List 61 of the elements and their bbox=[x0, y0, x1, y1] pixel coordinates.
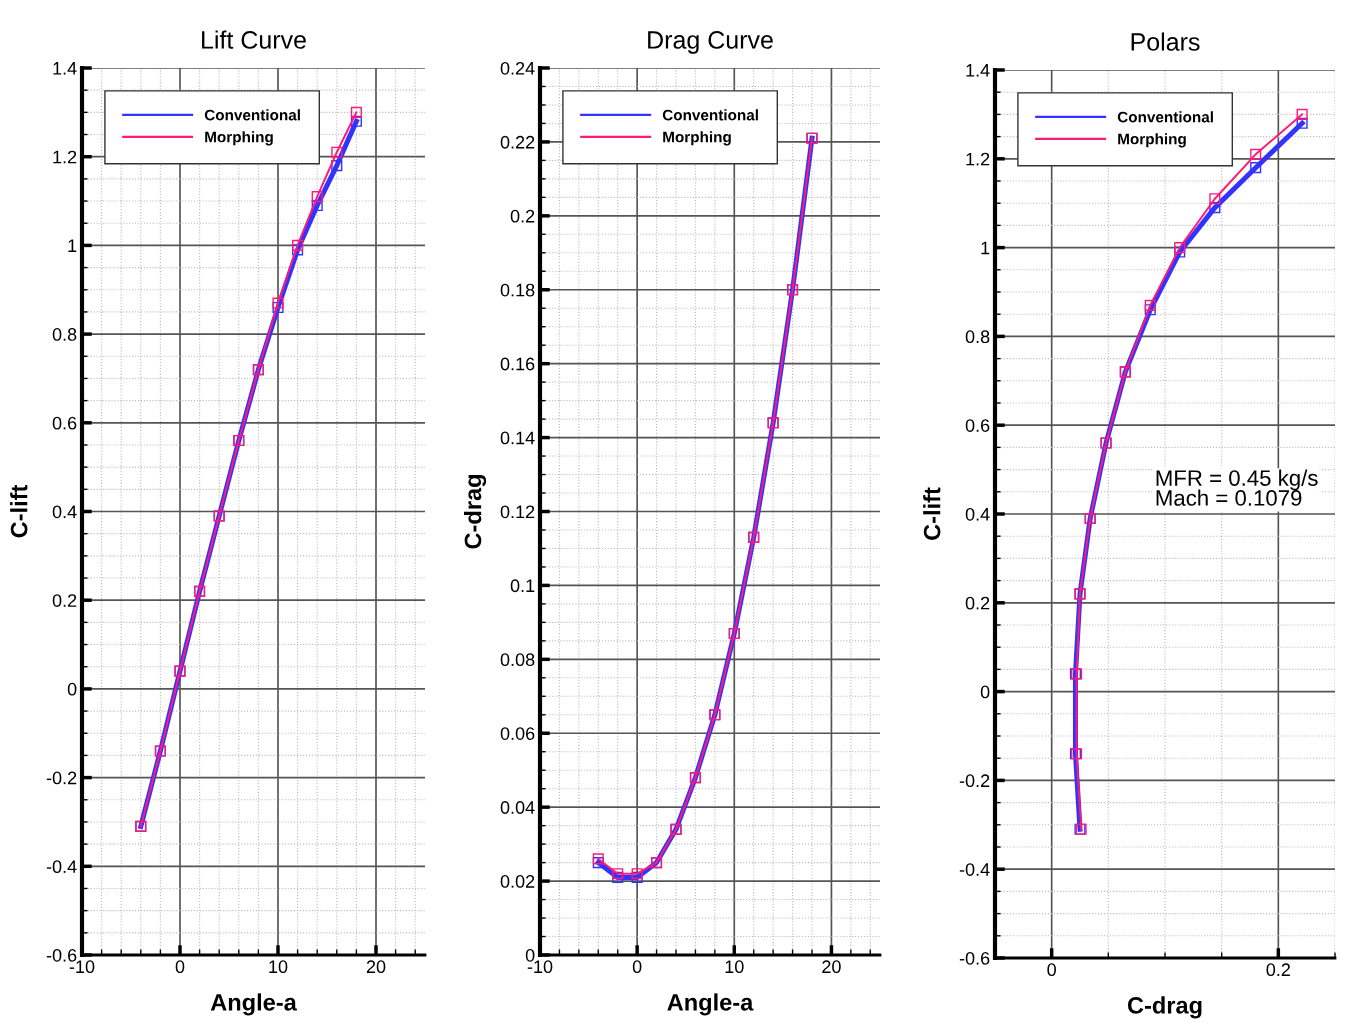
y-tick-label: 0.06 bbox=[500, 727, 535, 740]
x-tick-label: 10 bbox=[269, 960, 288, 974]
y-tick-label: 0.8 bbox=[965, 330, 990, 344]
y-tick-label: 0.2 bbox=[965, 596, 990, 610]
y-tick-label: -0.4 bbox=[46, 860, 77, 874]
x-tick-label: 0 bbox=[1047, 963, 1056, 977]
y-tick-label: 0.14 bbox=[500, 431, 535, 445]
y-tick-label: 0.04 bbox=[500, 801, 535, 814]
y-tick-label: 1 bbox=[981, 241, 990, 255]
x-tick-label: 20 bbox=[822, 960, 841, 974]
y-tick-label: 0.18 bbox=[500, 283, 535, 297]
y-tick-label: 0.02 bbox=[500, 875, 535, 888]
y-tick-label: 0.12 bbox=[500, 505, 535, 519]
y-tick-label: 0.6 bbox=[52, 416, 77, 430]
y-tick-label: 0.6 bbox=[965, 419, 990, 432]
y-tick-label: 0 bbox=[525, 948, 535, 962]
y-tick-label: 0.4 bbox=[52, 505, 77, 519]
y-tick-label: 0.08 bbox=[500, 653, 535, 667]
y-tick-label: 0 bbox=[67, 682, 77, 696]
legend-label: Conventional bbox=[204, 109, 300, 121]
x-tick-label: 0 bbox=[175, 960, 185, 974]
x-tick-label: 0 bbox=[632, 960, 642, 974]
annotation: MFR = 0.45 kg/s Mach = 0.1079 bbox=[1156, 469, 1318, 506]
y-axis-title: C-lift bbox=[10, 484, 28, 538]
x-tick-label: 0.2 bbox=[1266, 963, 1290, 977]
y-axis-title: C-drag bbox=[464, 475, 487, 549]
y-tick-label: 0.22 bbox=[500, 135, 535, 149]
x-axis-title: Angle-a bbox=[667, 993, 754, 1016]
x-axis-title: Angle-a bbox=[210, 993, 297, 1016]
chart-title: Lift Curve bbox=[202, 30, 306, 49]
y-tick-label: 1.2 bbox=[966, 152, 990, 166]
y-tick-label: 0.8 bbox=[52, 328, 77, 341]
y-tick-label: -0.6 bbox=[46, 948, 77, 962]
y-tick-label: -0.6 bbox=[959, 951, 990, 965]
y-tick-label: 1.4 bbox=[53, 62, 77, 75]
y-tick-label: -0.2 bbox=[959, 774, 990, 788]
y-tick-label: 1.2 bbox=[53, 150, 77, 164]
x-tick-label: 10 bbox=[725, 960, 744, 974]
y-tick-label: 1 bbox=[68, 239, 77, 252]
y-tick-label: -0.4 bbox=[959, 863, 990, 876]
legend-label: Morphing bbox=[205, 131, 273, 146]
legend-label: Conventional bbox=[1117, 111, 1213, 123]
legend-label: Morphing bbox=[1118, 133, 1186, 148]
x-axis-title: C-drag bbox=[1127, 996, 1202, 1019]
y-tick-label: 0 bbox=[980, 685, 990, 699]
y-tick-label: -0.2 bbox=[46, 771, 77, 785]
x-tick-label: 20 bbox=[366, 960, 386, 974]
y-tick-label: 0.1 bbox=[510, 579, 535, 593]
y-tick-label: 1.4 bbox=[966, 64, 990, 77]
chart-title: Polars bbox=[1131, 32, 1200, 51]
y-axis-title: C-lift bbox=[923, 487, 941, 540]
x-tick-label: -10 bbox=[69, 960, 95, 974]
y-tick-label: 0.16 bbox=[500, 357, 535, 371]
legend-label: Conventional bbox=[662, 109, 758, 121]
chart-title: Drag Curve bbox=[648, 31, 773, 54]
y-tick-label: 0.24 bbox=[500, 61, 535, 75]
legend-label: Morphing bbox=[663, 131, 731, 146]
y-tick-label: 0.2 bbox=[510, 209, 535, 223]
y-tick-label: 0.4 bbox=[965, 507, 990, 521]
y-tick-label: 0.2 bbox=[52, 594, 77, 607]
x-tick-label: -10 bbox=[527, 960, 553, 974]
